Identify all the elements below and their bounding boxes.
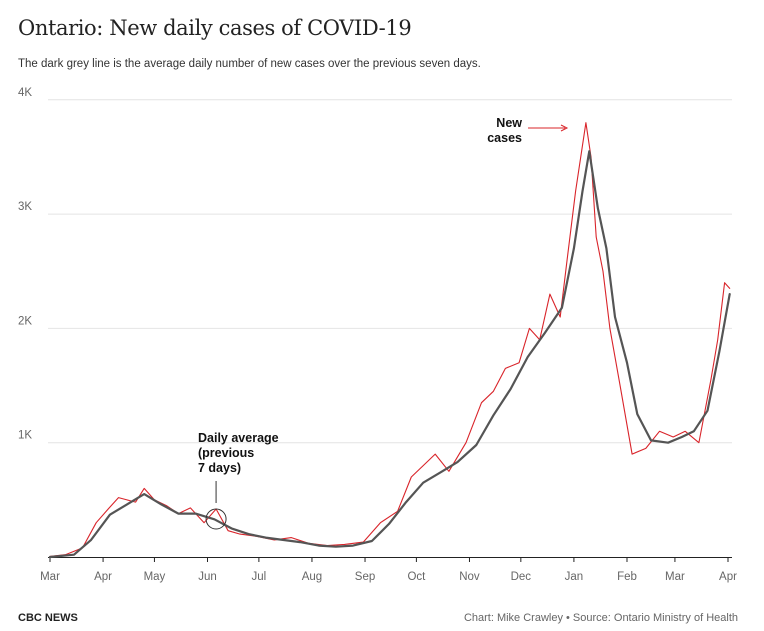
series-layer xyxy=(48,122,731,559)
chart-credit: Chart: Mike Crawley • Source: Ontario Mi… xyxy=(463,612,738,624)
x-tick-label: Mar xyxy=(665,571,685,583)
grid-lines xyxy=(48,99,732,562)
annotation-average-circle xyxy=(205,508,227,530)
x-tick-label: Apr xyxy=(719,571,737,583)
x-tick-label: Apr xyxy=(94,571,112,583)
x-tick-label: Jul xyxy=(252,571,267,583)
x-tick-label: Jun xyxy=(198,571,217,583)
chart-subtitle: The dark grey line is the average daily … xyxy=(18,58,481,70)
series-line-new-cases xyxy=(49,122,731,557)
x-tick-label: Oct xyxy=(407,571,426,583)
annotation-average-text: 7 days) xyxy=(198,461,241,475)
x-axis-tick-labels: Mar Apr May Jun Jul Aug Sep Oct Nov Dec Jan Feb Mar A… xyxy=(40,571,737,583)
annotation-new-cases-arrowhead xyxy=(560,124,569,132)
page-title: Ontario: New daily cases of COVID-19 xyxy=(18,16,412,40)
annotation-average-text: (previous xyxy=(198,446,254,460)
x-tick-label: Mar xyxy=(40,571,60,583)
x-tick-label: Aug xyxy=(302,571,322,583)
x-tick-label: Feb xyxy=(617,571,637,583)
y-axis-tick-labels: 1K 2K 3K 4K xyxy=(18,87,32,442)
y-tick-label: 2K xyxy=(18,315,32,327)
series-line-average xyxy=(48,150,731,559)
annotation-new-cases-text: New xyxy=(496,116,522,130)
brand-logo-text: CBC NEWS xyxy=(18,612,78,624)
y-tick-label: 4K xyxy=(18,87,32,99)
x-tick-label: May xyxy=(144,571,166,583)
line-chart: 1K 2K 3K 4K Mar Apr May Jun Jul Aug Sep Oct Nov Dec J… xyxy=(18,87,737,583)
x-tick-label: Sep xyxy=(355,571,375,583)
y-tick-label: 3K xyxy=(18,201,32,213)
y-tick-label: 1K xyxy=(18,430,32,442)
annotation-new-cases-text: cases xyxy=(487,131,522,145)
x-tick-label: Nov xyxy=(459,571,480,583)
annotation-average-text: Daily average xyxy=(198,431,279,445)
x-tick-label: Dec xyxy=(511,571,532,583)
x-tick-label: Jan xyxy=(565,571,584,583)
